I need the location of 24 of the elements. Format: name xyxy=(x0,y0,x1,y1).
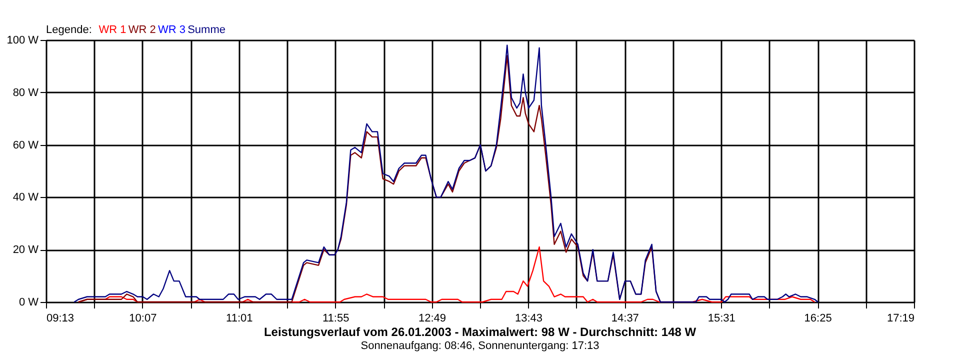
y-tick-label: 0 W xyxy=(18,296,40,308)
y-tick-label: 80 W xyxy=(12,86,40,99)
text: WR 1 xyxy=(98,24,126,36)
x-tick-label: 17:19 xyxy=(886,312,914,324)
text: Summe xyxy=(188,24,226,36)
x-tick-label: 12:49 xyxy=(418,312,446,324)
text: Leistungsverlauf vom 26.01.2003 - Maximalwert: 98 W - Durchschnitt: 148 W xyxy=(264,325,697,339)
legend-title: Legende: xyxy=(46,24,92,36)
text: WR 2 xyxy=(128,24,156,36)
x-tick-label: 13:43 xyxy=(514,312,542,324)
text: Sonnenaufgang: 08:46, Sonnenuntergang: 17:13 xyxy=(360,340,600,352)
y-tick-label: 20 W xyxy=(12,244,40,256)
y-tick-label: 40 W xyxy=(12,192,40,204)
x-tick-label: 11:55 xyxy=(322,312,350,324)
y-tick-label: 100 W xyxy=(6,34,40,46)
x-tick-label: 15:31 xyxy=(708,312,736,324)
line-series xyxy=(74,44,819,303)
legend-label: WR 3 xyxy=(158,24,186,36)
x-tick-label: 10:07 xyxy=(129,312,157,324)
y-tick-label: 60 W xyxy=(12,139,40,152)
x-tick-label: 14:37 xyxy=(611,312,639,324)
x-tick-label: 09:13 xyxy=(46,312,74,324)
x-tick-label: 16:25 xyxy=(804,312,832,324)
x-tick-label: 11:01 xyxy=(226,312,253,324)
